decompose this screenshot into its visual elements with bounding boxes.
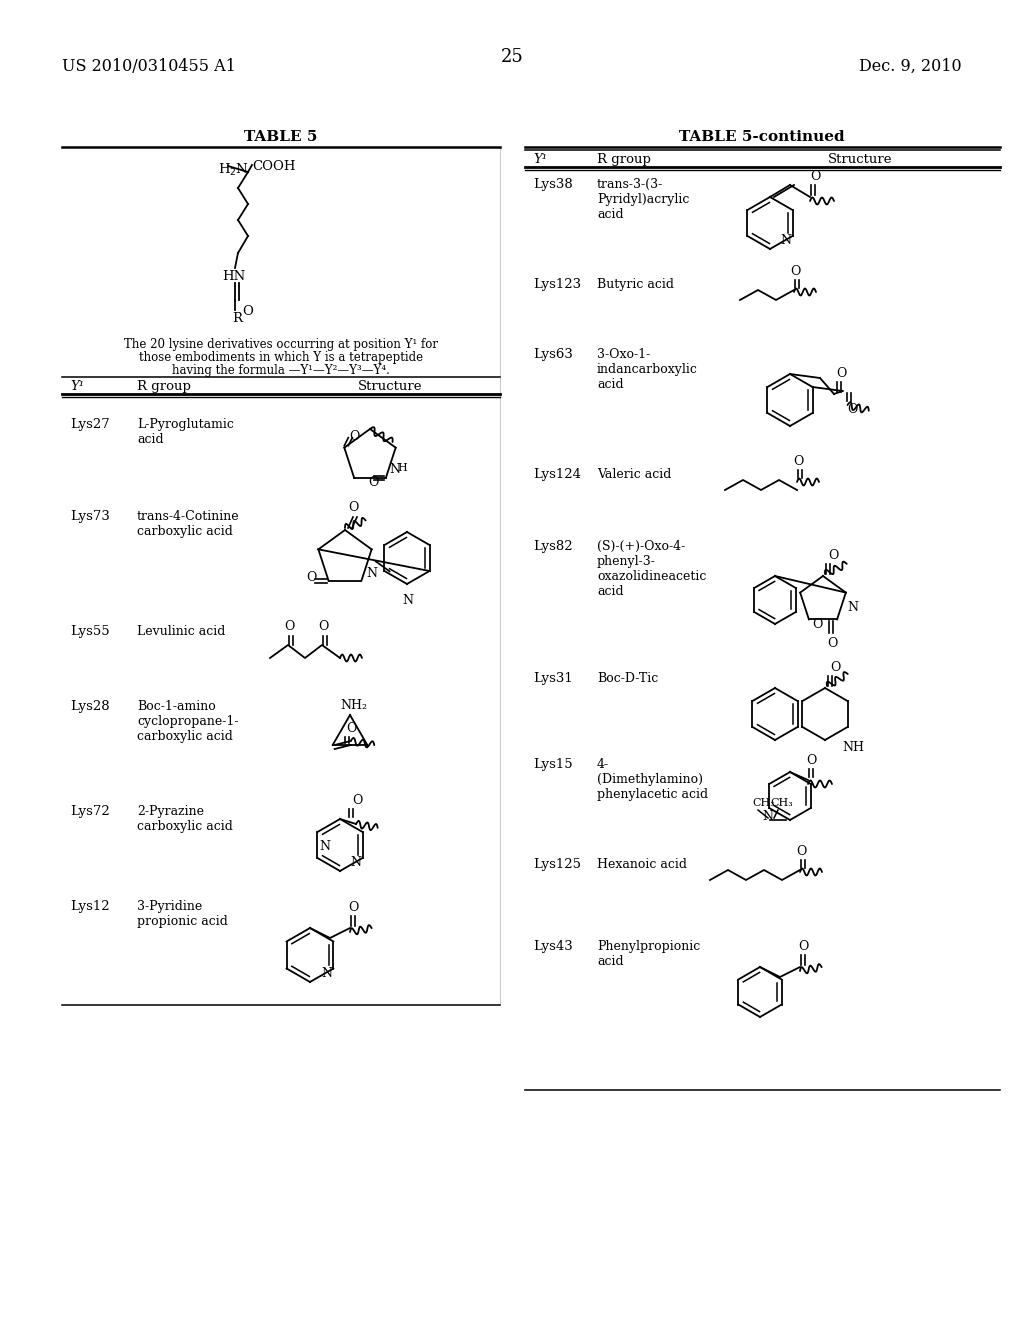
- Text: N: N: [762, 810, 773, 824]
- Text: US 2010/0310455 A1: US 2010/0310455 A1: [62, 58, 236, 75]
- Text: Lys63: Lys63: [534, 348, 572, 360]
- Text: O: O: [348, 902, 358, 913]
- Text: O: O: [318, 620, 329, 634]
- Text: Structure: Structure: [357, 380, 422, 393]
- Text: Lys28: Lys28: [70, 700, 110, 713]
- Text: COOH: COOH: [252, 160, 296, 173]
- Text: CH₃: CH₃: [770, 799, 793, 808]
- Text: O: O: [830, 661, 841, 675]
- Text: Lys125: Lys125: [534, 858, 581, 871]
- Text: Hexanoic acid: Hexanoic acid: [597, 858, 687, 871]
- Text: O: O: [828, 549, 839, 562]
- Text: Boc-1-amino
cyclopropane-1-
carboxylic acid: Boc-1-amino cyclopropane-1- carboxylic a…: [137, 700, 239, 743]
- Text: O: O: [348, 502, 358, 513]
- Text: trans-4-Cotinine
carboxylic acid: trans-4-Cotinine carboxylic acid: [137, 510, 240, 539]
- Text: Lys43: Lys43: [534, 940, 572, 953]
- Text: Lys124: Lys124: [534, 469, 581, 480]
- Text: N: N: [780, 235, 792, 248]
- Text: O: O: [836, 367, 847, 380]
- Text: NH: NH: [843, 741, 864, 754]
- Text: 2-Pyrazine
carboxylic acid: 2-Pyrazine carboxylic acid: [137, 805, 232, 833]
- Text: 25: 25: [501, 48, 523, 66]
- Text: O: O: [352, 795, 362, 807]
- Text: R group: R group: [137, 380, 190, 393]
- Text: O: O: [810, 170, 820, 183]
- Text: Lys73: Lys73: [70, 510, 110, 523]
- Text: Lys55: Lys55: [70, 624, 110, 638]
- Text: Lys82: Lys82: [534, 540, 572, 553]
- Text: R group: R group: [597, 153, 651, 166]
- Text: H$_2$N: H$_2$N: [218, 162, 249, 178]
- Text: O: O: [798, 940, 808, 953]
- Text: N: N: [848, 601, 859, 614]
- Text: Lys72: Lys72: [70, 805, 110, 818]
- Text: N: N: [367, 568, 378, 581]
- Text: (S)-(+)-Oxo-4-
phenyl-3-
oxazolidineacetic
acid: (S)-(+)-Oxo-4- phenyl-3- oxazolidineacet…: [597, 540, 707, 598]
- Text: Y¹: Y¹: [534, 153, 547, 166]
- Text: O: O: [790, 265, 801, 279]
- Text: Boc-D-Tic: Boc-D-Tic: [597, 672, 658, 685]
- Text: Lys31: Lys31: [534, 672, 572, 685]
- Text: 4-
(Dimethylamino)
phenylacetic acid: 4- (Dimethylamino) phenylacetic acid: [597, 758, 709, 801]
- Text: NH₂: NH₂: [340, 700, 367, 711]
- Text: O: O: [796, 845, 806, 858]
- Text: Phenylpropionic
acid: Phenylpropionic acid: [597, 940, 700, 968]
- Text: Lys123: Lys123: [534, 279, 582, 290]
- Text: N: N: [390, 462, 400, 475]
- Text: 3-Pyridine
propionic acid: 3-Pyridine propionic acid: [137, 900, 228, 928]
- Text: L-Pyroglutamic
acid: L-Pyroglutamic acid: [137, 418, 233, 446]
- Text: O: O: [812, 618, 822, 631]
- Text: having the formula —Y¹—Y²—Y³—Y⁴.: having the formula —Y¹—Y²—Y³—Y⁴.: [172, 364, 390, 378]
- Text: O: O: [284, 620, 294, 634]
- Text: N: N: [319, 840, 331, 853]
- Text: The 20 lysine derivatives occurring at position Y¹ for: The 20 lysine derivatives occurring at p…: [124, 338, 438, 351]
- Text: R: R: [232, 312, 242, 325]
- Text: O: O: [349, 429, 359, 442]
- Text: N: N: [322, 968, 333, 979]
- Text: N: N: [350, 857, 361, 870]
- Text: Butyric acid: Butyric acid: [597, 279, 674, 290]
- Text: O: O: [242, 305, 253, 318]
- Text: CH₃: CH₃: [752, 799, 775, 808]
- Text: Valeric acid: Valeric acid: [597, 469, 672, 480]
- Text: O: O: [806, 754, 816, 767]
- Text: O: O: [306, 572, 316, 585]
- Text: O: O: [793, 455, 804, 469]
- Text: TABLE 5-continued: TABLE 5-continued: [679, 129, 845, 144]
- Text: those embodiments in which Y is a tetrapeptide: those embodiments in which Y is a tetrap…: [139, 351, 423, 364]
- Text: Dec. 9, 2010: Dec. 9, 2010: [859, 58, 962, 75]
- Text: O: O: [347, 722, 357, 735]
- Text: Y¹: Y¹: [70, 380, 84, 393]
- Text: TABLE 5: TABLE 5: [245, 129, 317, 144]
- Text: O: O: [827, 638, 838, 651]
- Text: Lys38: Lys38: [534, 178, 572, 191]
- Text: H: H: [397, 462, 408, 473]
- Text: O: O: [368, 477, 378, 490]
- Text: Lys15: Lys15: [534, 758, 572, 771]
- Text: trans-3-(3-
Pyridyl)acrylic
acid: trans-3-(3- Pyridyl)acrylic acid: [597, 178, 689, 220]
- Text: HN: HN: [222, 271, 246, 282]
- Text: Levulinic acid: Levulinic acid: [137, 624, 225, 638]
- Text: N: N: [402, 594, 413, 607]
- Text: Lys12: Lys12: [70, 900, 110, 913]
- Text: O: O: [848, 403, 858, 416]
- Text: Structure: Structure: [827, 153, 892, 166]
- Text: 3-Oxo-1-
indancarboxylic
acid: 3-Oxo-1- indancarboxylic acid: [597, 348, 698, 391]
- Text: Lys27: Lys27: [70, 418, 110, 432]
